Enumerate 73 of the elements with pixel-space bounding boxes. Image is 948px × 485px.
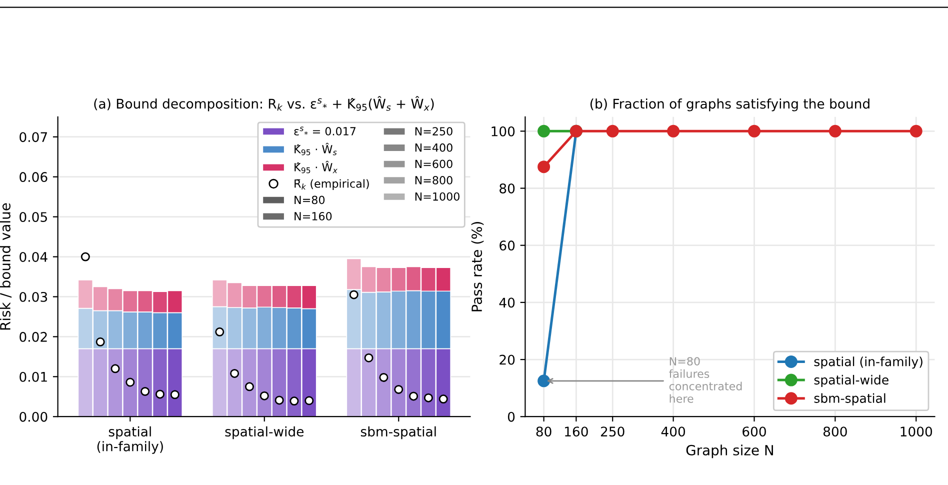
- x-tick-label: 160: [565, 426, 588, 437]
- point: [409, 392, 418, 401]
- legend-label: N=400: [415, 143, 452, 152]
- x-tick-label: 80: [536, 426, 552, 437]
- point: [424, 393, 433, 402]
- y-tick-label: 60: [500, 240, 515, 251]
- chart-title: (a) Bound decomposition: R$_{k}$ vs. ε$^{s}$$_{*}$ + K̂$_{95}$(Ŵ$_{s}$ + Ŵ$_{x}$): [94, 96, 434, 112]
- y-tick-label: 100: [492, 126, 515, 136]
- point: [304, 396, 314, 406]
- point: [364, 353, 374, 362]
- y-tick-label: 0.03: [20, 292, 48, 302]
- y-tick-label: 0.00: [20, 412, 48, 422]
- y-tick-label: 0.01: [20, 372, 47, 382]
- point: [828, 124, 842, 138]
- chart-title: (b) Fraction of graphs satisfying the bound: [590, 98, 870, 112]
- legend-label: N=800: [415, 176, 452, 184]
- legend-label: K̂$_{95}$ · Ŵ$_{s}$: [294, 142, 337, 156]
- point: [910, 124, 922, 138]
- point: [126, 378, 135, 387]
- x-tick-label: 400: [661, 426, 686, 437]
- point: [349, 290, 358, 300]
- y-tick-label: 0.04: [20, 252, 48, 262]
- point: [155, 390, 164, 399]
- x-tick-label: spatial (in-family): [97, 426, 163, 454]
- legend-label: N=250: [415, 127, 452, 136]
- y-axis-title: Risk / bound value: [0, 203, 12, 330]
- legend-label: N=160: [294, 212, 332, 220]
- legend-label: sbm-spatial: [814, 393, 886, 406]
- legend-label: K̂$_{95}$ · Ŵ$_{x}$: [294, 160, 338, 174]
- point: [538, 124, 550, 138]
- legend-label: N=600: [415, 160, 452, 168]
- legend-label: spatial (in-family): [814, 356, 922, 369]
- annotation: N=80 failures concentrated here: [669, 357, 742, 403]
- point: [394, 384, 404, 394]
- legend-label: ε$^{s}$$_{*}$ = 0.017: [294, 126, 356, 136]
- point: [110, 364, 120, 374]
- point: [96, 337, 105, 346]
- point: [538, 160, 550, 174]
- x-tick-label: 800: [823, 426, 847, 437]
- point: [290, 396, 299, 406]
- point: [140, 386, 150, 396]
- point: [80, 252, 90, 262]
- point: [379, 372, 388, 382]
- point: [606, 124, 619, 138]
- point: [438, 394, 448, 404]
- y-tick-label: 0.06: [20, 172, 48, 182]
- legend-label: spatial-wide: [814, 374, 888, 388]
- point: [230, 368, 240, 378]
- y-tick-label: 80: [500, 183, 515, 194]
- point: [748, 124, 760, 138]
- point: [215, 327, 224, 336]
- point: [244, 382, 254, 392]
- x-tick-label: 600: [742, 426, 766, 437]
- y-tick-label: 0.07: [20, 132, 47, 142]
- y-tick-label: 20: [500, 354, 515, 365]
- x-tick-label: 250: [600, 426, 624, 437]
- y-tick-label: 0.05: [20, 212, 47, 222]
- legend-label: N=80: [294, 196, 325, 204]
- point: [274, 396, 284, 405]
- y-tick-label: 40: [499, 298, 515, 308]
- point: [538, 374, 550, 388]
- x-tick-label: sbm-spatial: [360, 426, 436, 440]
- x-tick-label: 1000: [900, 426, 932, 437]
- y-tick-label: 0: [508, 412, 515, 422]
- legend-label: R̄$_{k}$ (empirical): [294, 179, 369, 190]
- point: [667, 124, 680, 138]
- x-tick-label: spatial-wide: [225, 426, 304, 440]
- x-axis-title: Graph size N: [686, 444, 773, 458]
- point: [260, 391, 269, 400]
- point: [170, 390, 180, 400]
- y-axis-title: Pass rate (%): [471, 222, 484, 312]
- y-tick-label: 0.02: [20, 332, 47, 342]
- legend-label: N=1000: [415, 192, 460, 201]
